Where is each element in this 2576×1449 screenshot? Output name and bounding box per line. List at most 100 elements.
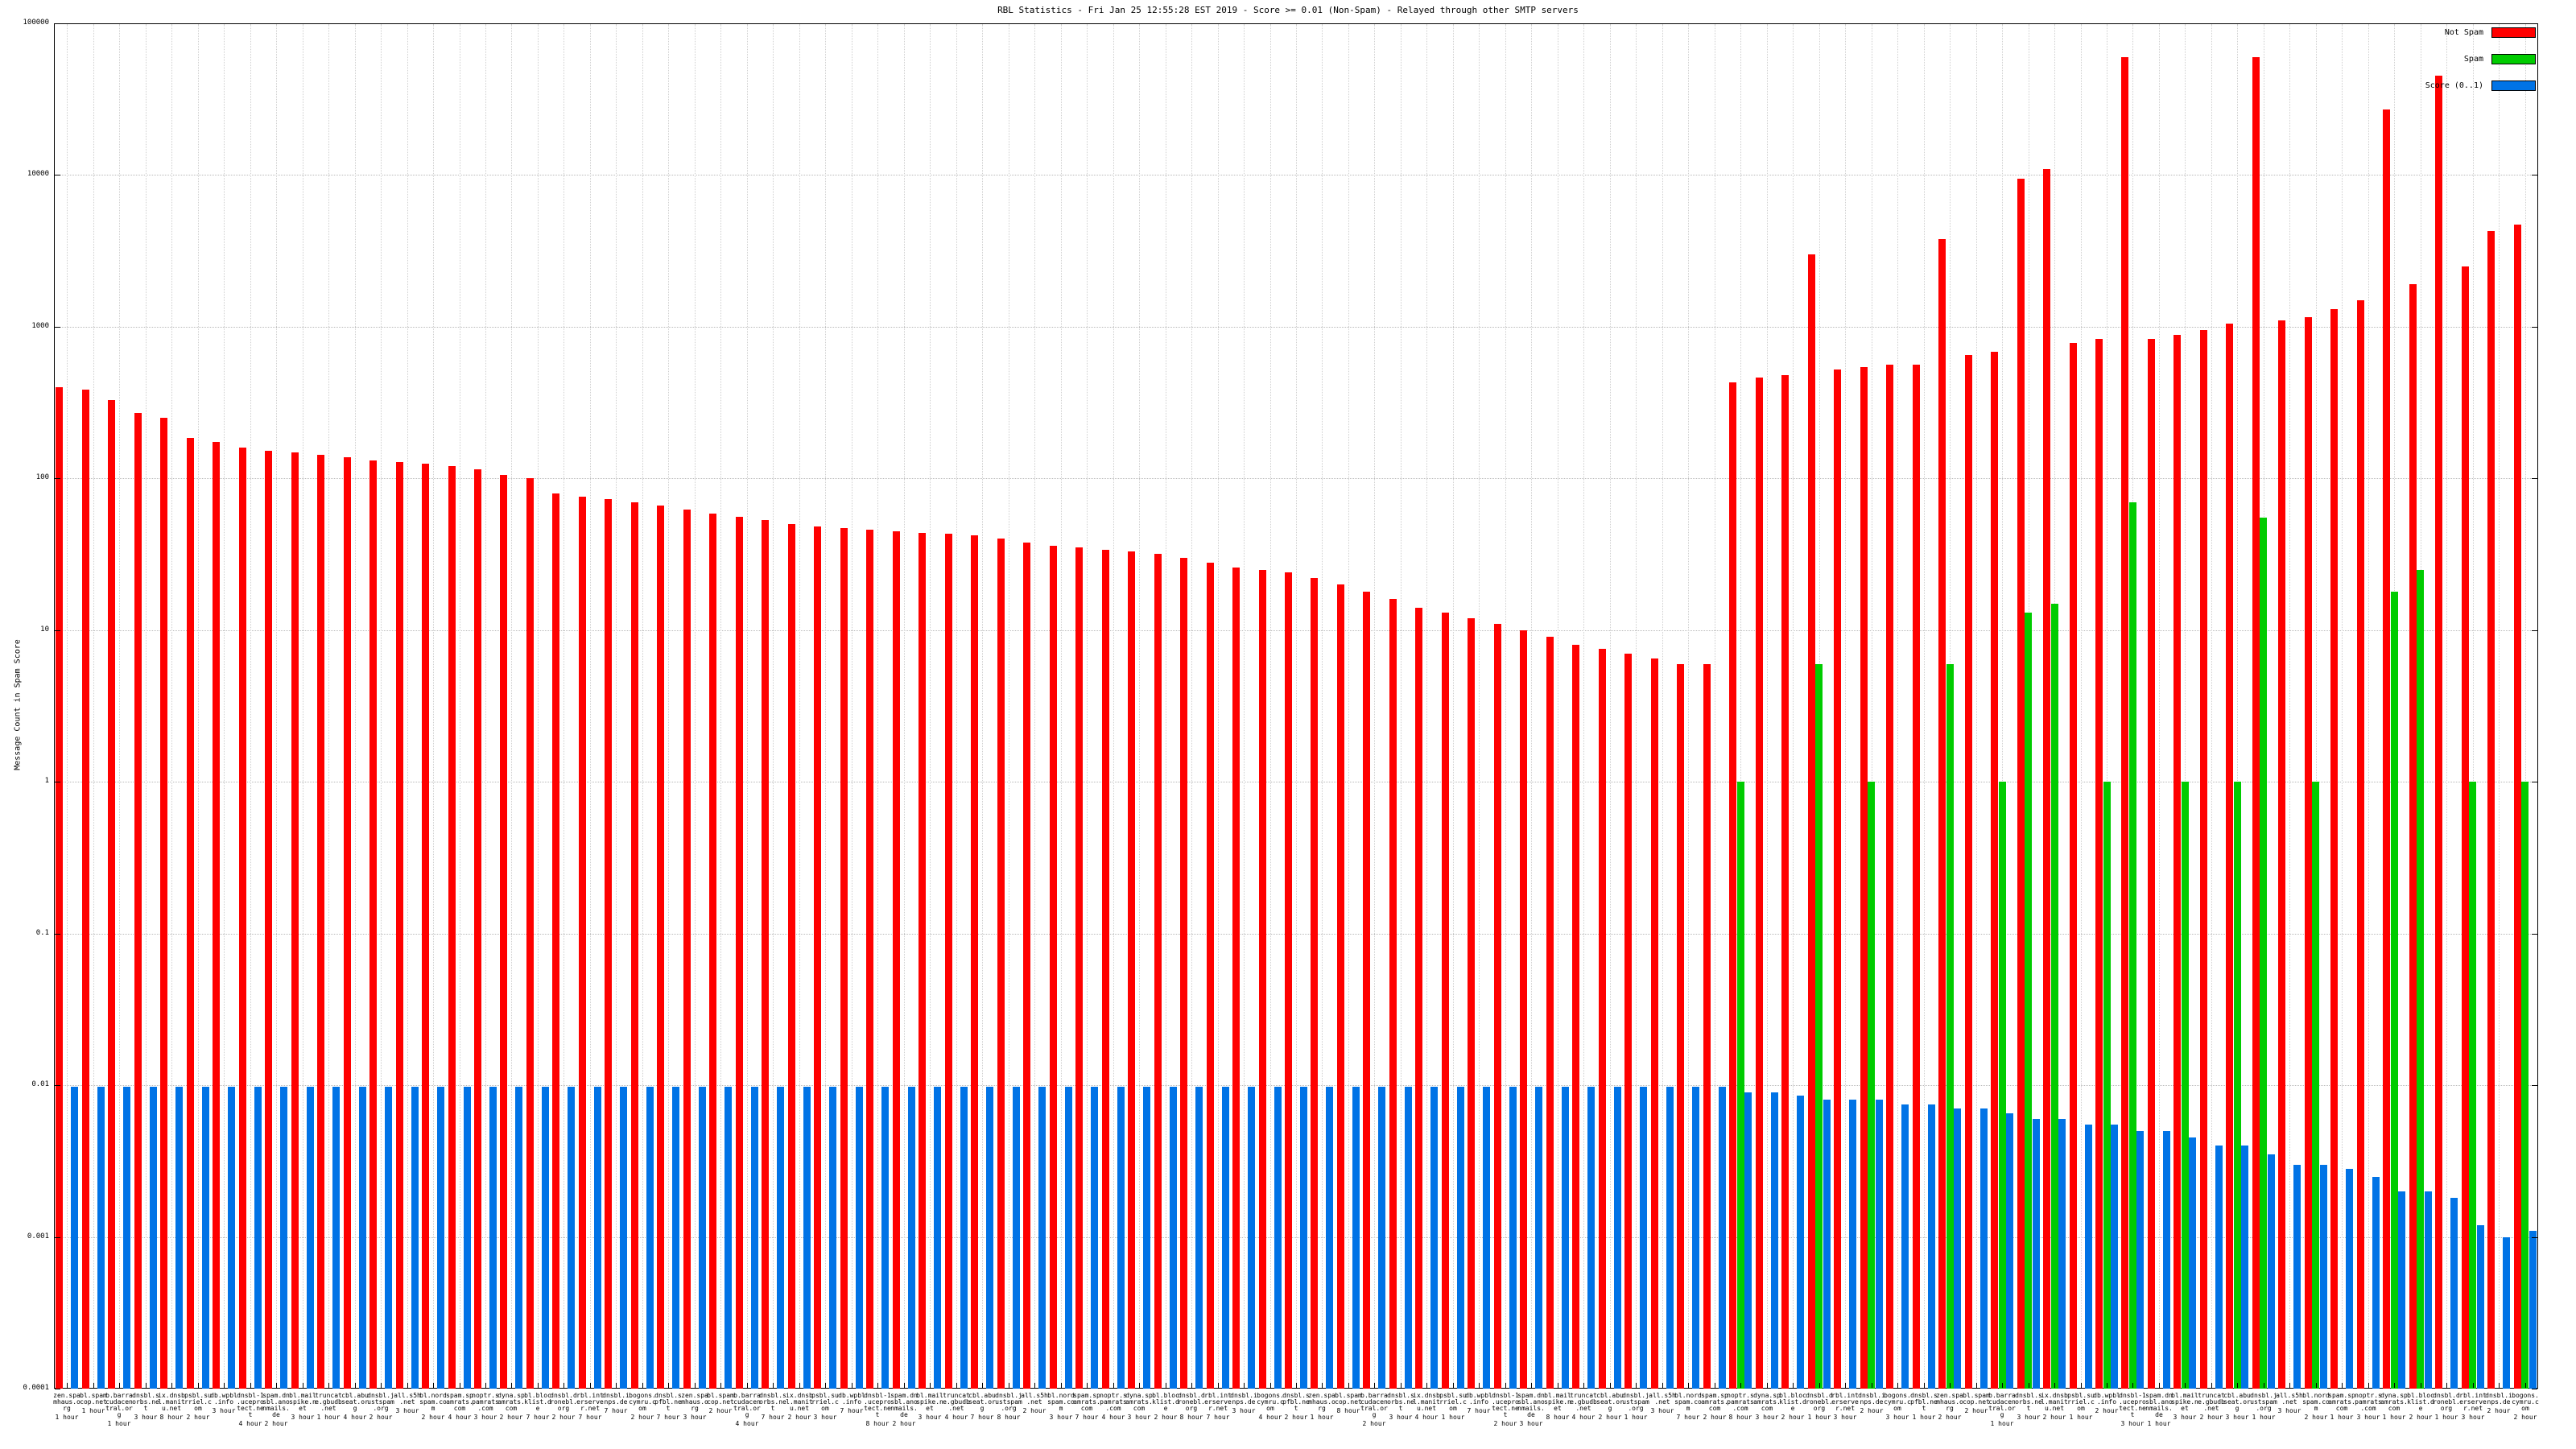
- legend-swatch: [2491, 27, 2536, 38]
- bar-score: [1222, 1087, 1229, 1389]
- x-tick-mark: [1636, 1383, 1637, 1388]
- bar-score: [385, 1087, 392, 1389]
- x-tick-mark: [2054, 1383, 2055, 1388]
- x-category-label: dnsbl.d ronebl. org 2 hour: [550, 1392, 577, 1421]
- bar-not-spam: [631, 502, 638, 1389]
- y-tick-mark: [55, 1085, 60, 1086]
- bar-not-spam: [1677, 664, 1684, 1389]
- x-tick-mark: [1924, 1383, 1925, 1388]
- bar-not-spam: [108, 400, 115, 1389]
- x-tick-mark: [1426, 1383, 1427, 1388]
- x-gridline: [1191, 24, 1192, 1388]
- x-gridline: [511, 24, 512, 1388]
- x-category-label: ix.dnsb l.manit u.net 8 hour: [158, 1392, 185, 1421]
- x-tick-mark: [250, 1383, 251, 1388]
- bar-score: [359, 1087, 366, 1389]
- x-gridline: [1061, 24, 1062, 1388]
- x-gridline: [2368, 24, 2369, 1388]
- x-gridline: [1505, 24, 1506, 1388]
- bar-not-spam: [1023, 543, 1030, 1389]
- bar-score: [1797, 1096, 1804, 1389]
- x-category-label: b.barra cudacen tral.or g 1 hour: [105, 1392, 133, 1427]
- bar-score: [1980, 1108, 1988, 1389]
- bar-score: [2503, 1237, 2510, 1389]
- bar-score: [542, 1087, 549, 1389]
- legend-entry-2: Score (0..1): [2425, 80, 2536, 91]
- x-tick-mark: [695, 1383, 696, 1388]
- x-category-label: dyna.sp amrats. com 3 hour: [1125, 1392, 1153, 1421]
- bar-score: [1719, 1087, 1726, 1389]
- x-tick-mark: [2499, 1383, 2500, 1388]
- bar-score: [1901, 1104, 1909, 1389]
- y-tick-label: 0.0001: [23, 1384, 49, 1392]
- bar-spam: [1815, 664, 1823, 1389]
- x-tick-mark: [1244, 1383, 1245, 1388]
- bar-score: [1771, 1092, 1778, 1389]
- x-gridline: [2499, 24, 2500, 1388]
- x-gridline: [1270, 24, 1271, 1388]
- bar-score: [1928, 1104, 1935, 1389]
- bar-score: [71, 1087, 78, 1389]
- bar-not-spam: [1651, 658, 1658, 1389]
- legend: Not Spam Spam Score (0..1): [2425, 27, 2536, 107]
- x-tick-mark: [67, 1383, 68, 1388]
- x-tick-mark: [1583, 1383, 1584, 1388]
- x-gridline: [198, 24, 199, 1388]
- x-tick-mark: [1113, 1383, 1114, 1388]
- legend-label: Spam: [2463, 55, 2483, 64]
- x-gridline: [1531, 24, 1532, 1388]
- x-gridline: [2081, 24, 2082, 1388]
- bar-score: [280, 1087, 287, 1389]
- bar-not-spam: [134, 413, 142, 1389]
- bar-not-spam: [1154, 554, 1162, 1389]
- x-category-label: truncat e.gbudb .net 4 hour: [943, 1392, 970, 1421]
- x-tick-mark: [930, 1383, 931, 1388]
- x-category-label: dnsbl.j ustspam .org 2 hour: [367, 1392, 394, 1421]
- x-tick-mark: [956, 1383, 957, 1388]
- legend-entry-0: Not Spam: [2425, 27, 2536, 38]
- bar-not-spam: [1259, 570, 1266, 1389]
- bar-not-spam: [2252, 57, 2260, 1389]
- x-category-label: dnsbl.d ronebl. org 8 hour: [1178, 1392, 1205, 1421]
- x-tick-mark: [355, 1383, 356, 1388]
- bar-not-spam: [265, 451, 272, 1389]
- x-category-label: spam.dn sbl.ano nmails. de 2 hour: [890, 1392, 918, 1427]
- bar-score: [2450, 1198, 2458, 1389]
- y-tick-label: 10: [40, 625, 49, 634]
- x-category-label: dnsbl.j ustspam .org 8 hour: [995, 1392, 1022, 1421]
- y-tick-mark: [2532, 23, 2537, 24]
- x-tick-mark: [511, 1383, 512, 1388]
- bar-not-spam: [526, 478, 534, 1389]
- x-category-label: dnsbl.s orbs.ne t 3 hour: [132, 1392, 159, 1421]
- x-category-label: dnsbl.s pfbl.ne t 2 hour: [1282, 1392, 1310, 1421]
- bar-score: [1430, 1087, 1438, 1389]
- bar-score: [1405, 1087, 1412, 1389]
- x-gridline: [1924, 24, 1925, 1388]
- bar-not-spam: [1102, 550, 1109, 1389]
- x-category-label: ix.dnsb l.manit u.net 2 hour: [2041, 1392, 2068, 1421]
- x-category-label: all.s5h .net 3 hour: [2276, 1392, 2303, 1414]
- bar-score: [307, 1087, 314, 1389]
- bar-spam: [2260, 518, 2267, 1389]
- x-gridline: [2316, 24, 2317, 1388]
- x-tick-mark: [1767, 1383, 1768, 1388]
- bar-score: [1457, 1087, 1464, 1389]
- x-gridline: [1453, 24, 1454, 1388]
- bar-not-spam: [1938, 239, 1946, 1389]
- bar-score: [2033, 1119, 2040, 1389]
- y-tick-label: 100000: [23, 19, 49, 27]
- bar-score: [2241, 1146, 2248, 1389]
- legend-entry-1: Spam: [2425, 54, 2536, 64]
- bar-not-spam: [2305, 317, 2312, 1389]
- bar-score: [1248, 1087, 1255, 1389]
- bar-not-spam: [919, 533, 926, 1389]
- x-category-label: bl.bloc klist.d e 2 hour: [1152, 1392, 1179, 1421]
- x-category-label: bl.nord spam.co m 3 hour: [1047, 1392, 1075, 1421]
- x-tick-mark: [328, 1383, 329, 1388]
- x-tick-mark: [2394, 1383, 2395, 1388]
- bar-not-spam: [1232, 568, 1240, 1389]
- bar-not-spam: [2278, 320, 2285, 1389]
- bar-spam: [1868, 782, 1875, 1389]
- x-category-label: psbl.su rriel.c om 2 hour: [184, 1392, 212, 1421]
- x-category-label: bl.mail spike.n et 3 hour: [289, 1392, 316, 1421]
